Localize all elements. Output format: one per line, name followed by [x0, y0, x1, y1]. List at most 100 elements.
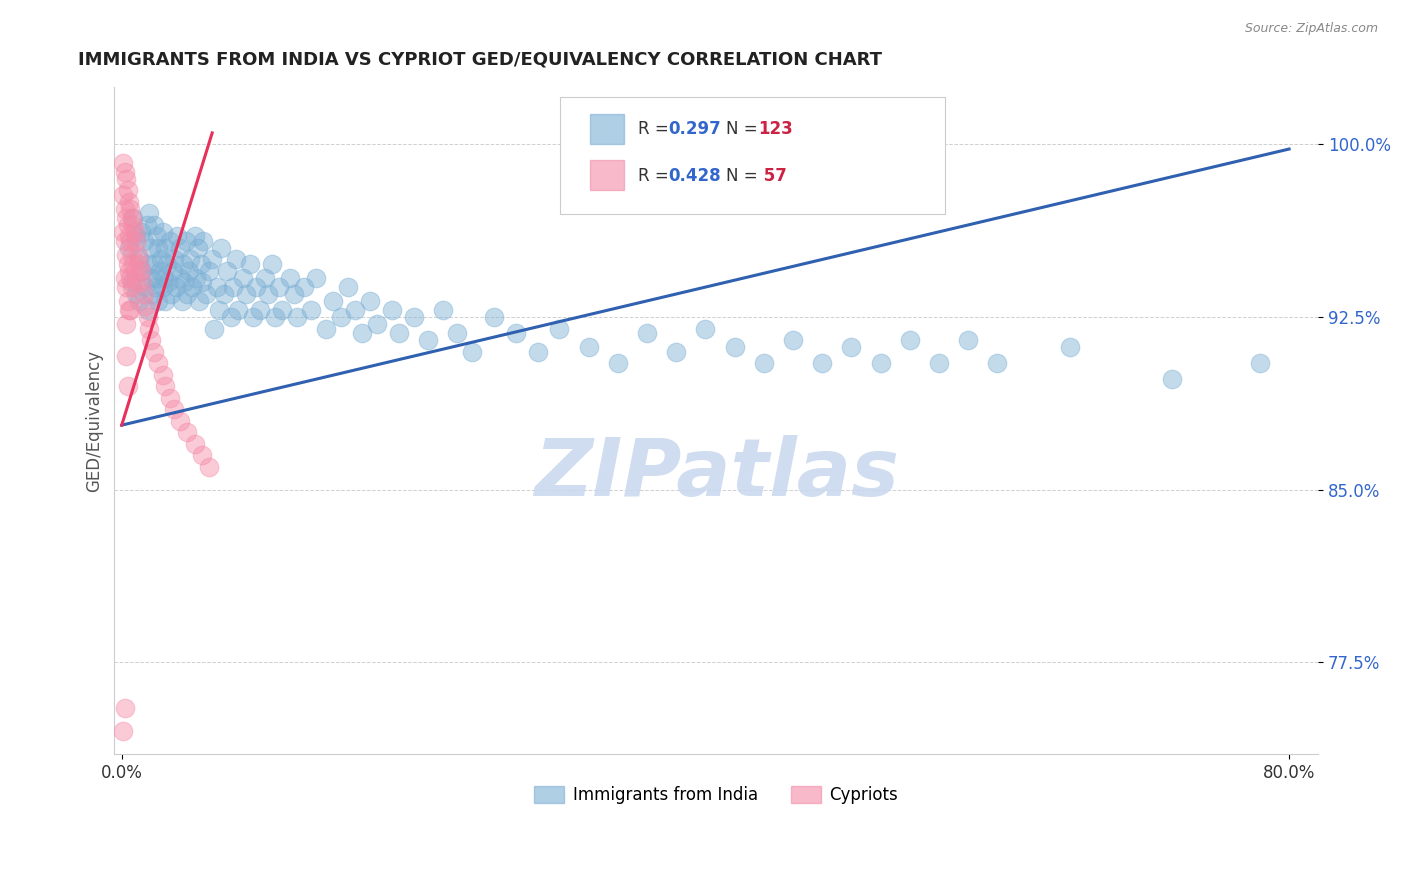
Point — [221, 280, 243, 294]
Text: 123: 123 — [758, 120, 793, 138]
Point — [117, 293, 139, 308]
Text: ZIPatlas: ZIPatlas — [534, 435, 898, 513]
Text: 0.428: 0.428 — [668, 167, 721, 185]
Point — [135, 218, 157, 232]
Point — [665, 344, 688, 359]
Point — [136, 303, 159, 318]
Point — [201, 252, 224, 267]
Point — [157, 276, 180, 290]
Point — [482, 310, 505, 324]
Point — [446, 326, 468, 340]
Point — [256, 287, 278, 301]
Point — [957, 333, 980, 347]
Point — [381, 303, 404, 318]
Point — [148, 241, 170, 255]
Point — [152, 280, 174, 294]
Point — [136, 257, 159, 271]
FancyBboxPatch shape — [560, 97, 945, 214]
Point — [169, 271, 191, 285]
Point — [121, 248, 143, 262]
Point — [149, 264, 172, 278]
Point — [160, 287, 183, 301]
Point — [242, 310, 264, 324]
Point — [114, 165, 136, 179]
Point — [169, 241, 191, 255]
Point — [121, 211, 143, 225]
Point — [159, 234, 181, 248]
Point — [198, 459, 221, 474]
Point — [198, 264, 221, 278]
Point — [152, 225, 174, 239]
Point — [782, 333, 804, 347]
Point — [461, 344, 484, 359]
Point — [114, 202, 136, 216]
Point — [134, 280, 156, 294]
Point — [336, 280, 359, 294]
Point — [215, 264, 238, 278]
Point — [121, 276, 143, 290]
Point — [155, 379, 177, 393]
Point — [184, 271, 207, 285]
Point — [359, 293, 381, 308]
Point — [205, 280, 228, 294]
Point — [142, 344, 165, 359]
Point — [120, 234, 142, 248]
Point — [212, 287, 235, 301]
Point — [986, 356, 1008, 370]
FancyBboxPatch shape — [591, 113, 624, 144]
Point — [117, 184, 139, 198]
Point — [129, 225, 152, 239]
Point — [145, 271, 167, 285]
Point — [148, 293, 170, 308]
Point — [292, 280, 315, 294]
Point — [166, 229, 188, 244]
Point — [209, 241, 232, 255]
Point — [118, 229, 141, 244]
Point — [118, 241, 141, 255]
Point — [124, 264, 146, 278]
Point — [112, 188, 135, 202]
Point — [169, 413, 191, 427]
Point — [299, 303, 322, 318]
Point — [125, 229, 148, 244]
Point — [249, 303, 271, 318]
Point — [526, 344, 548, 359]
Point — [174, 234, 197, 248]
Text: 0.297: 0.297 — [668, 120, 721, 138]
Point — [811, 356, 834, 370]
Point — [636, 326, 658, 340]
Point — [114, 701, 136, 715]
Point — [121, 280, 143, 294]
Point — [138, 206, 160, 220]
Point — [1249, 356, 1271, 370]
Point — [115, 280, 138, 294]
Point — [120, 271, 142, 285]
Point — [260, 257, 283, 271]
Point — [1059, 340, 1081, 354]
Text: Source: ZipAtlas.com: Source: ZipAtlas.com — [1244, 22, 1378, 36]
Point — [329, 310, 352, 324]
Point — [344, 303, 367, 318]
Point — [366, 317, 388, 331]
Point — [128, 257, 150, 271]
Point — [187, 241, 209, 255]
Point — [177, 264, 200, 278]
Point — [239, 257, 262, 271]
Point — [752, 356, 775, 370]
Point — [269, 280, 291, 294]
Point — [235, 287, 257, 301]
Point — [432, 303, 454, 318]
Point — [179, 252, 201, 267]
Point — [115, 172, 138, 186]
Point — [120, 202, 142, 216]
Point — [165, 280, 187, 294]
Text: N =: N = — [725, 167, 763, 185]
Point — [505, 326, 527, 340]
Point — [305, 271, 328, 285]
Point — [139, 333, 162, 347]
Point — [839, 340, 862, 354]
Text: N =: N = — [725, 120, 763, 138]
Point — [139, 241, 162, 255]
Point — [190, 257, 212, 271]
Point — [352, 326, 374, 340]
